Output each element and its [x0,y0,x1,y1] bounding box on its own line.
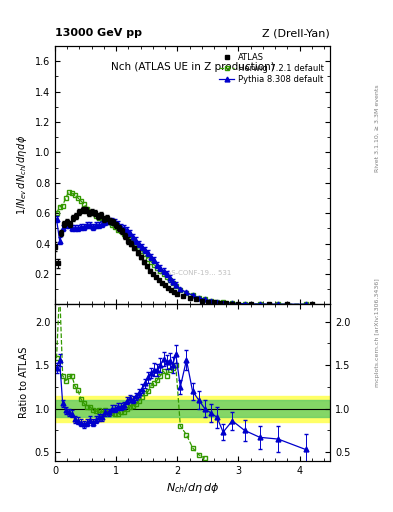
Text: Z (Drell-Yan): Z (Drell-Yan) [263,28,330,38]
X-axis label: $N_{ch}/d\eta\,d\phi$: $N_{ch}/d\eta\,d\phi$ [166,481,219,495]
Text: mcplots.cern.ch [arXiv:1306.3436]: mcplots.cern.ch [arXiv:1306.3436] [375,279,380,387]
Text: Nch (ATLAS UE in Z production): Nch (ATLAS UE in Z production) [111,61,274,72]
Y-axis label: Ratio to ATLAS: Ratio to ATLAS [19,347,29,418]
Legend: ATLAS, Herwig 7.2.1 default, Pythia 8.308 default: ATLAS, Herwig 7.2.1 default, Pythia 8.30… [217,50,326,87]
Text: 13000 GeV pp: 13000 GeV pp [55,28,142,38]
Y-axis label: $1/N_{ev}\,dN_{ch}/d\eta\,d\phi$: $1/N_{ev}\,dN_{ch}/d\eta\,d\phi$ [15,135,29,216]
Text: ATLAS-CONF-19... 531: ATLAS-CONF-19... 531 [154,270,231,276]
Text: Rivet 3.1.10, ≥ 3.3M events: Rivet 3.1.10, ≥ 3.3M events [375,84,380,172]
